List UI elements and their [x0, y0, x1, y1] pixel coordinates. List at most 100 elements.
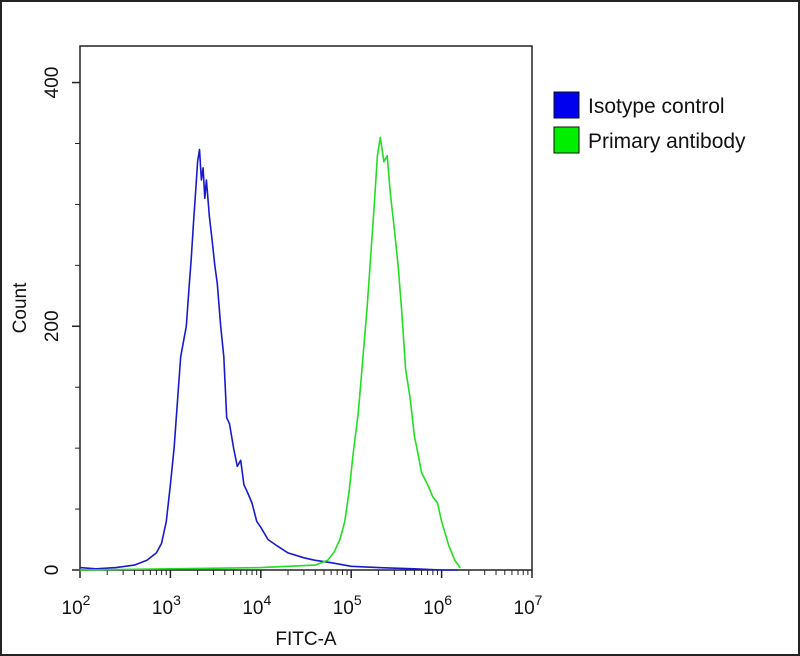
data-point: [243, 484, 245, 486]
legend-swatch: [553, 126, 580, 154]
data-point: [413, 568, 415, 570]
data-point: [79, 567, 81, 569]
data-point: [188, 289, 190, 291]
data-point: [256, 520, 258, 522]
data-point: [352, 453, 354, 455]
data-point: [441, 569, 443, 571]
data-point: [169, 484, 171, 486]
data-point: [409, 398, 411, 400]
y-tick-label: 200: [42, 310, 63, 342]
data-point: [226, 417, 228, 419]
data-point: [185, 325, 187, 327]
data-point: [454, 559, 456, 561]
x-tick-label: 106: [423, 592, 452, 619]
data-point: [327, 559, 329, 561]
data-point: [448, 545, 450, 547]
data-point: [348, 490, 350, 492]
data-point: [441, 520, 443, 522]
data-point: [333, 551, 335, 553]
data-point: [413, 435, 415, 437]
legend-label: Primary antibody: [588, 130, 746, 153]
data-point: [233, 447, 235, 449]
data-point: [366, 307, 368, 309]
legend: Isotype control Primary antibody: [553, 91, 746, 154]
data-point: [314, 559, 316, 561]
x-axis-title: FITC-A: [275, 629, 337, 650]
data-point: [379, 136, 381, 138]
data-point: [400, 307, 403, 309]
data-point: [223, 356, 225, 358]
data-point: [240, 459, 242, 461]
data-point: [200, 179, 202, 181]
x-tick-label: 103: [152, 592, 181, 619]
x-tick-label: 105: [333, 592, 362, 619]
y-tick-label: 400: [42, 67, 63, 99]
data-point: [173, 447, 175, 449]
data-point: [220, 325, 222, 327]
data-point: [246, 490, 248, 492]
data-point: [198, 149, 201, 151]
data-point: [276, 545, 278, 547]
series-layer: [79, 136, 461, 571]
data-point: [417, 453, 419, 455]
data-point: [236, 465, 238, 467]
data-point: [370, 252, 372, 254]
data-point: [79, 569, 81, 571]
data-point: [211, 240, 213, 242]
data-point: [459, 567, 461, 569]
data-point: [432, 496, 434, 498]
plot-area: [79, 45, 533, 571]
data-point: [190, 258, 192, 260]
data-point: [195, 191, 197, 193]
data-point: [260, 526, 262, 528]
data-point: [350, 565, 352, 567]
data-point: [427, 484, 429, 486]
data-point: [208, 216, 210, 218]
data-point: [287, 552, 289, 554]
x-tick-label: 102: [62, 592, 91, 619]
data-point: [383, 161, 385, 163]
data-point: [420, 471, 423, 474]
data-point: [251, 502, 253, 504]
y-tick-label: 0: [42, 565, 63, 576]
y-tick-labels: 0 200 400: [42, 67, 63, 576]
data-point: [376, 155, 378, 157]
data-point: [303, 557, 305, 559]
data-point: [330, 562, 332, 564]
data-point: [228, 423, 231, 425]
data-point: [197, 161, 199, 163]
y-axis-title: Count: [10, 282, 31, 333]
data-point: [386, 155, 388, 157]
data-point: [205, 179, 207, 181]
data-point: [214, 264, 216, 266]
data-point: [192, 222, 195, 224]
legend-swatch: [553, 91, 580, 119]
data-point: [267, 538, 269, 541]
legend-label: Isotype control: [588, 95, 725, 118]
data-point: [373, 203, 375, 205]
data-point: [377, 567, 379, 569]
data-point: [202, 167, 204, 169]
data-point: [436, 502, 439, 504]
data-point: [183, 340, 185, 342]
x-tick-label: 104: [242, 592, 271, 619]
data-point: [161, 542, 163, 544]
x-tick-labels: 102 103 104 105 106 107: [62, 592, 543, 619]
data-point: [165, 520, 167, 522]
data-point: [177, 398, 179, 400]
data-point: [115, 567, 117, 569]
data-point: [146, 559, 148, 561]
data-point: [216, 283, 218, 285]
data-point: [339, 538, 341, 541]
data-point: [314, 564, 316, 566]
data-point: [344, 520, 346, 522]
data-point: [180, 356, 182, 358]
data-point: [260, 567, 262, 569]
data-point: [456, 569, 459, 571]
data-point: [357, 411, 359, 413]
data-point: [393, 228, 395, 230]
data-point: [204, 197, 206, 199]
x-tick-label: 107: [514, 592, 543, 619]
